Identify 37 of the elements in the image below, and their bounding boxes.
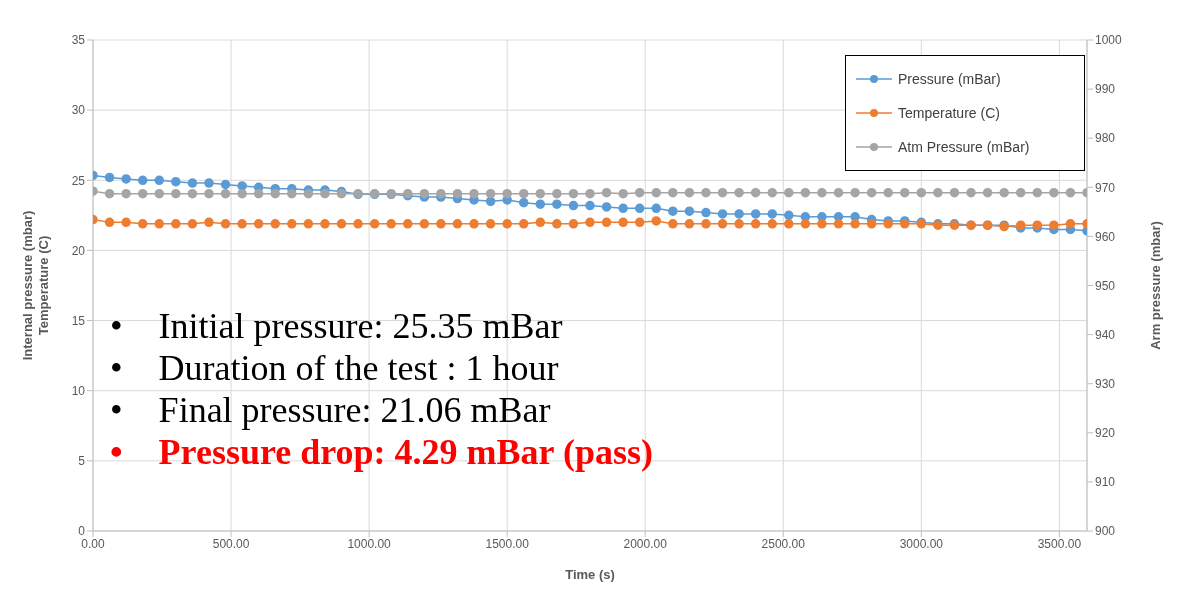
legend-label: Temperature (C) — [898, 104, 1000, 123]
y2-tick-label: 910 — [1095, 475, 1116, 490]
x-tick-label: 500.00 — [212, 536, 250, 551]
annotation: • Initial pressure: 25.35 mBar — [110, 305, 564, 347]
annotation: • Pressure drop: 4.29 mBar (pass) — [110, 431, 653, 473]
y-tick-label: 0 — [78, 524, 86, 539]
y-tick-label: 10 — [71, 383, 86, 398]
y2-tick-label: 990 — [1095, 82, 1116, 97]
annotation: • Final pressure: 21.06 mBar — [110, 389, 552, 431]
y-tick-label: 30 — [71, 103, 86, 118]
y2-tick-label: 970 — [1095, 180, 1116, 195]
y2-tick-label: 920 — [1095, 426, 1116, 441]
legend-label: Atm Pressure (mBar) — [898, 138, 1030, 157]
legend-label: Pressure (mBar) — [898, 70, 1001, 89]
y2-tick-label: 900 — [1095, 524, 1116, 539]
x-tick-label: 2000.00 — [623, 536, 668, 551]
x-tick-label: 2500.00 — [761, 536, 806, 551]
y-tick-label: 25 — [71, 173, 86, 188]
y2-tick-label: 1000 — [1095, 33, 1123, 48]
x-tick-label: 1000.00 — [347, 536, 392, 551]
y2-tick-label: 960 — [1095, 229, 1116, 244]
y2-tick-label: 940 — [1095, 327, 1116, 342]
x-tick-label: 1500.00 — [485, 536, 530, 551]
y-tick-label: 15 — [71, 313, 86, 328]
x-axis-title: Time (s) — [565, 567, 615, 582]
y-tick-label: 35 — [71, 33, 86, 48]
y2-tick-label: 980 — [1095, 131, 1116, 146]
y-tick-label: 5 — [78, 454, 86, 469]
y2-axis-title: Arm pressure (mbar) — [1147, 221, 1163, 350]
y2-tick-label: 930 — [1095, 376, 1116, 391]
x-tick-label: 3000.00 — [899, 536, 944, 551]
annotation: • Duration of the test : 1 hour — [110, 347, 560, 389]
y-tick-label: 20 — [71, 243, 86, 258]
x-tick-label: 0.00 — [81, 536, 105, 551]
y2-tick-label: 950 — [1095, 278, 1116, 293]
y-axis-title: Internal pressure (mbar) Temperature (C) — [20, 210, 51, 361]
x-tick-label: 3500.00 — [1037, 536, 1082, 551]
